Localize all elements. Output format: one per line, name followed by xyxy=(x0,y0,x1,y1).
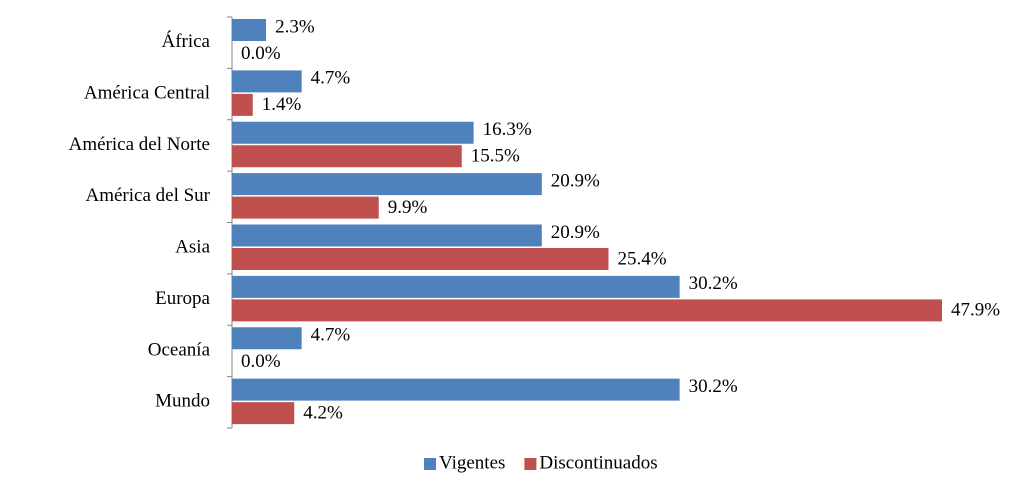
bar xyxy=(232,327,302,350)
category-label: Europa xyxy=(155,288,210,309)
bar xyxy=(232,196,379,219)
bar xyxy=(232,70,302,93)
bar xyxy=(232,402,295,425)
value-label: 9.9% xyxy=(388,197,428,218)
bar xyxy=(232,224,542,247)
legend-swatch xyxy=(524,458,537,470)
category-label: América Central xyxy=(84,82,210,103)
bar xyxy=(232,275,680,298)
category-label: África xyxy=(161,30,210,52)
legend-swatch xyxy=(424,458,436,470)
category-label: Oceanía xyxy=(148,339,211,360)
bar xyxy=(232,173,542,196)
value-label: 47.9% xyxy=(951,300,1000,321)
category-label: América del Sur xyxy=(85,185,210,206)
value-label: 30.2% xyxy=(689,273,738,294)
value-label: 0.0% xyxy=(241,351,281,372)
legend-label: Discontinuados xyxy=(539,452,657,473)
bar xyxy=(232,121,474,144)
value-label: 16.3% xyxy=(483,119,532,140)
value-label: 4.2% xyxy=(303,402,343,423)
category-label: América del Norte xyxy=(69,134,210,155)
value-label: 4.7% xyxy=(311,325,351,346)
bar xyxy=(232,145,462,168)
value-label: 20.9% xyxy=(551,222,600,243)
category-label: Asia xyxy=(175,237,210,258)
value-label: 20.9% xyxy=(551,170,600,191)
value-label: 0.0% xyxy=(241,43,281,64)
value-label: 4.7% xyxy=(311,68,351,89)
bar xyxy=(232,248,609,270)
bar xyxy=(232,93,253,116)
bar xyxy=(232,19,267,41)
value-label: 2.3% xyxy=(275,16,315,37)
value-label: 25.4% xyxy=(617,248,666,269)
bar xyxy=(232,299,942,322)
legend-label: Vigentes xyxy=(439,452,505,473)
value-label: 15.5% xyxy=(471,146,520,167)
category-label: Mundo xyxy=(155,391,210,412)
value-label: 30.2% xyxy=(689,376,738,397)
bar xyxy=(232,378,680,401)
value-label: 1.4% xyxy=(262,94,302,115)
